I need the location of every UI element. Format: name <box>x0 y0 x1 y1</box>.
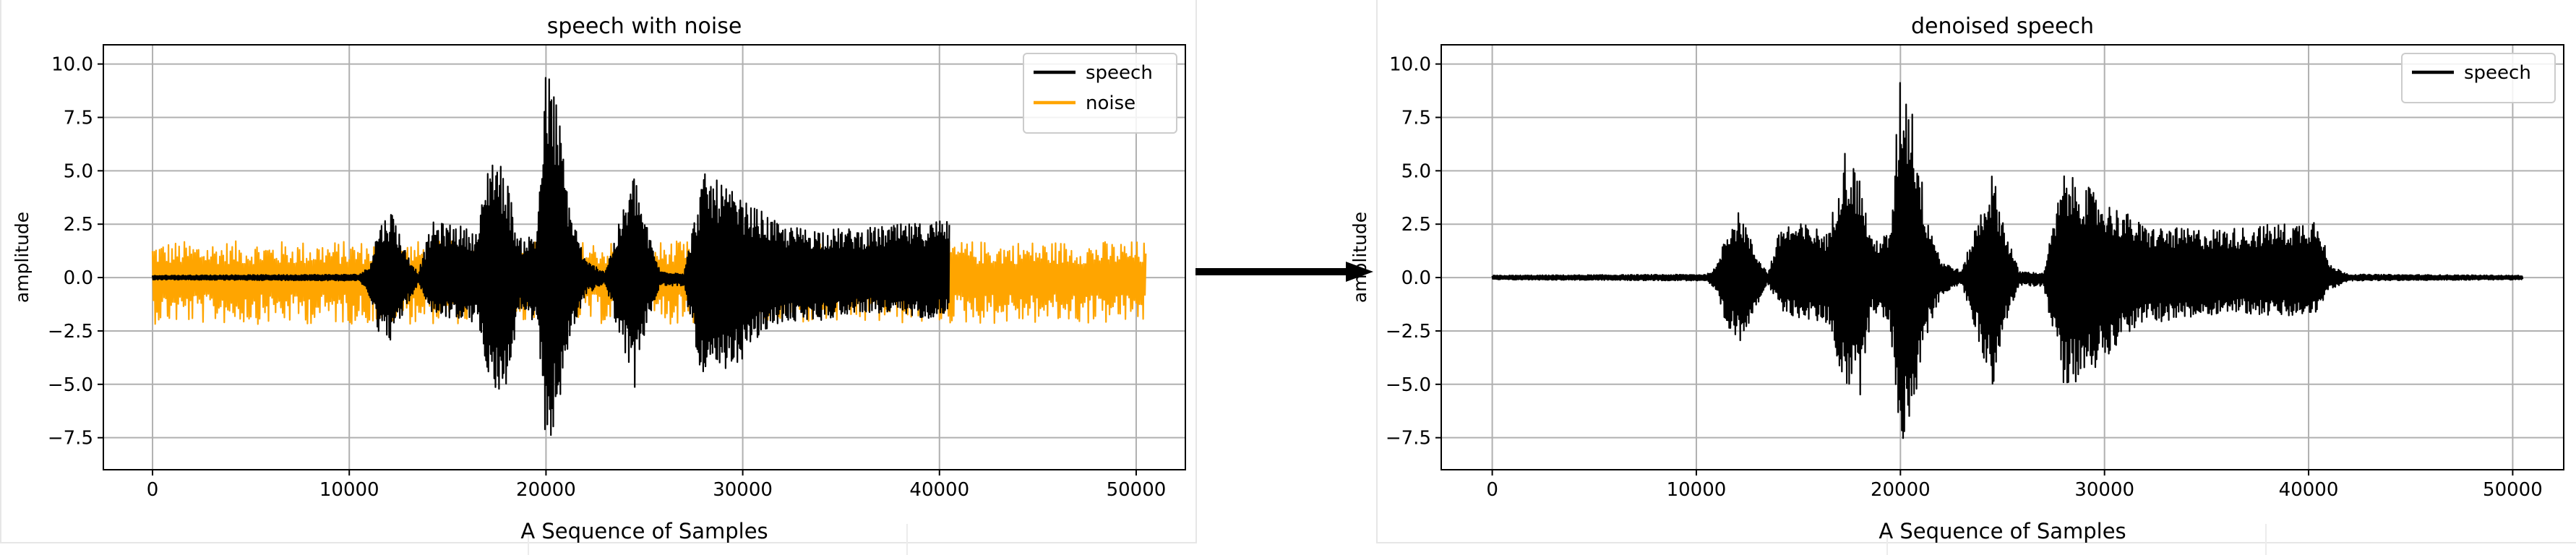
y-tick-label: 10.0 <box>51 54 93 76</box>
y-tick-label: −2.5 <box>48 321 93 343</box>
x-tick-label: 20000 <box>1871 479 1931 501</box>
y-tick-label: −5.0 <box>1386 374 1431 396</box>
series-group <box>151 77 1147 436</box>
series-line-speech <box>151 77 950 436</box>
right-arrow-icon <box>1195 262 1373 282</box>
legend-box <box>2401 53 2556 103</box>
x-tick-label: 30000 <box>2074 479 2134 501</box>
y-tick-label: 7.5 <box>1401 107 1431 129</box>
y-axis-label: amplitude <box>1349 212 1370 303</box>
y-tick-label: 5.0 <box>64 160 93 182</box>
y-tick-label: 5.0 <box>1401 160 1431 182</box>
x-tick-label: 50000 <box>2483 479 2543 501</box>
plot-frame <box>103 44 1186 470</box>
legend-label-noise: noise <box>1086 92 1135 114</box>
chart-panel-1: 0 10000 20000 30000 40000 50000 −7.5 −5.0 −2.5 0.… <box>12 14 1186 543</box>
y-tick-label: 0.0 <box>1401 267 1431 289</box>
x-tick-label: 10000 <box>319 479 379 501</box>
legend: speech noise <box>1023 53 1177 134</box>
y-tick-label: −7.5 <box>48 428 93 449</box>
x-tick-label: 40000 <box>909 479 969 501</box>
legend-label-speech: speech <box>1086 62 1153 84</box>
x-tick-label: 20000 <box>516 479 576 501</box>
x-tick-label: 0 <box>1486 479 1498 501</box>
x-tick-label: 30000 <box>713 479 773 501</box>
y-tick-label: −2.5 <box>1386 321 1431 343</box>
chart-title: denoised speech <box>1911 14 2094 39</box>
y-tick-label: 2.5 <box>64 214 93 236</box>
x-axis-label: A Sequence of Samples <box>1879 519 2126 543</box>
left-caption-frame <box>528 524 908 555</box>
chart-panel-2: 0 10000 20000 30000 40000 50000 −7.5 −5.0 −2.5 0.… <box>1349 14 2564 543</box>
y-tick-label: −5.0 <box>48 374 93 396</box>
plot-frame <box>1441 44 2564 470</box>
y-tick-label: 10.0 <box>1389 54 1431 76</box>
series-group <box>1491 82 2524 439</box>
grid <box>1441 45 2564 470</box>
x-tick-label: 10000 <box>1667 479 1727 501</box>
series-line-speech <box>1491 82 2524 439</box>
legend: speech <box>2401 53 2556 103</box>
y-tick-label: 0.0 <box>64 267 93 289</box>
x-tick-label: 50000 <box>1107 479 1167 501</box>
x-axis-label: A Sequence of Samples <box>520 519 768 543</box>
right-panel-frame <box>1376 0 2576 543</box>
y-tick-label: −7.5 <box>1386 428 1431 449</box>
right-caption-frame <box>1886 524 2267 555</box>
x-tick-label: 40000 <box>2279 479 2339 501</box>
y-tick-label: 2.5 <box>1401 214 1431 236</box>
y-axis-label: amplitude <box>12 212 33 303</box>
x-tick-label: 0 <box>147 479 159 501</box>
arrow-head <box>1346 262 1373 282</box>
chart-title: speech with noise <box>547 14 742 39</box>
legend-label-speech: speech <box>2464 62 2531 84</box>
y-tick-label: 7.5 <box>64 107 93 129</box>
